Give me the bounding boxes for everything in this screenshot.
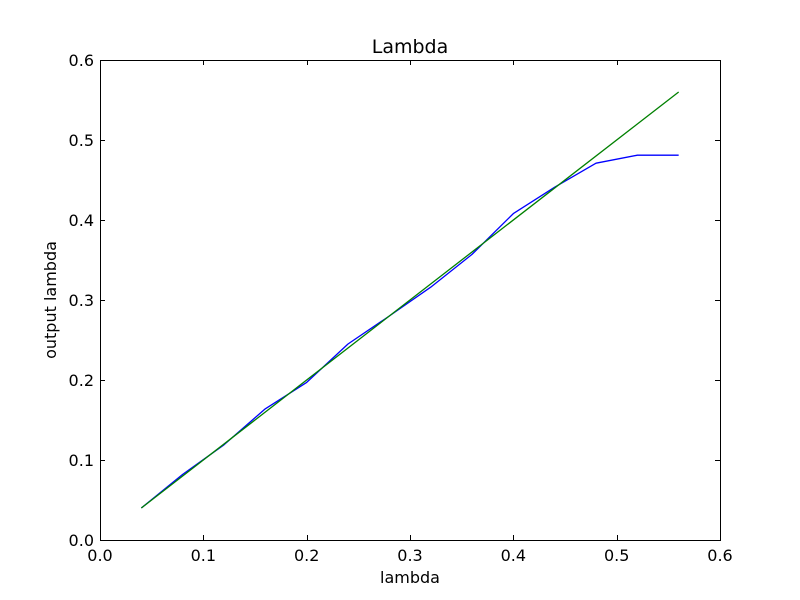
- x-axis-ticks: 0.0 0.1 0.2 0.3 0.4 0.5 0.6: [87, 60, 733, 565]
- y-tick-label: 0.4: [69, 211, 94, 230]
- x-tick-label: 0.1: [191, 546, 216, 565]
- x-tick-label: 0.4: [501, 546, 526, 565]
- y-tick-label: 0.2: [69, 371, 94, 390]
- x-axis-label: lambda: [380, 568, 440, 587]
- x-tick-label: 0.5: [604, 546, 629, 565]
- x-tick-label: 0.6: [707, 546, 732, 565]
- series-layer: [140, 91, 680, 509]
- y-tick-label: 0.5: [69, 131, 94, 150]
- y-tick-label: 0.1: [69, 451, 94, 470]
- series-line-2: [140, 91, 680, 509]
- plot-area-frame: [100, 60, 721, 541]
- x-tick-label: 0.2: [294, 546, 319, 565]
- series-line-1: [140, 154, 679, 509]
- y-axis-ticks: 0.0 0.1 0.2 0.3 0.4 0.5 0.6: [69, 51, 720, 550]
- y-axis-label: output lambda: [41, 241, 60, 359]
- chart-title: Lambda: [372, 36, 449, 58]
- x-tick-label: 0.0: [87, 546, 112, 565]
- y-tick-label: 0.0: [69, 531, 94, 550]
- x-tick-label: 0.3: [397, 546, 422, 565]
- y-tick-label: 0.3: [69, 291, 94, 310]
- y-tick-label: 0.6: [69, 51, 94, 70]
